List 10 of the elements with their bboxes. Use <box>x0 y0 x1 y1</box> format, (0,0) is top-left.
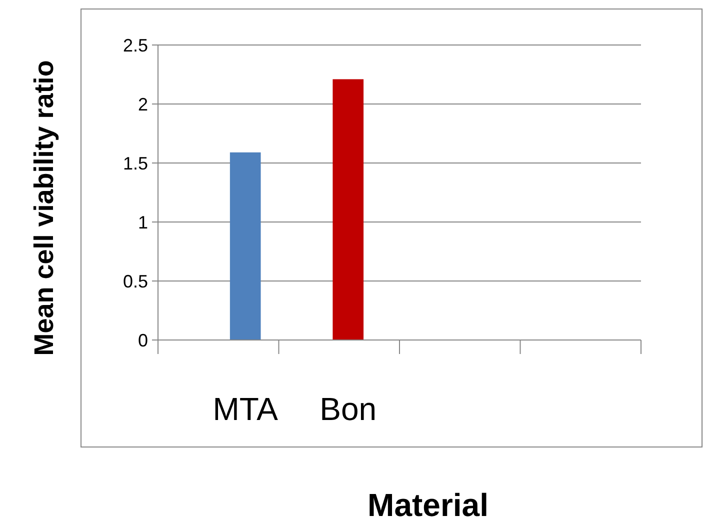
x-tick-label: Bon <box>320 391 377 427</box>
y-tick-label: 0.5 <box>122 271 148 292</box>
y-tick-label: 0 <box>138 330 148 350</box>
y-tick-label: 1.5 <box>122 153 148 174</box>
x-axis-title: Material <box>368 487 488 520</box>
y-tick-label: 1 <box>138 212 148 232</box>
y-axis-title: Mean cell viability ratio <box>29 60 59 356</box>
y-tick-label: 2.5 <box>122 35 148 56</box>
y-tick-label: 2 <box>138 94 148 114</box>
x-tick-label: MTA <box>212 391 279 427</box>
